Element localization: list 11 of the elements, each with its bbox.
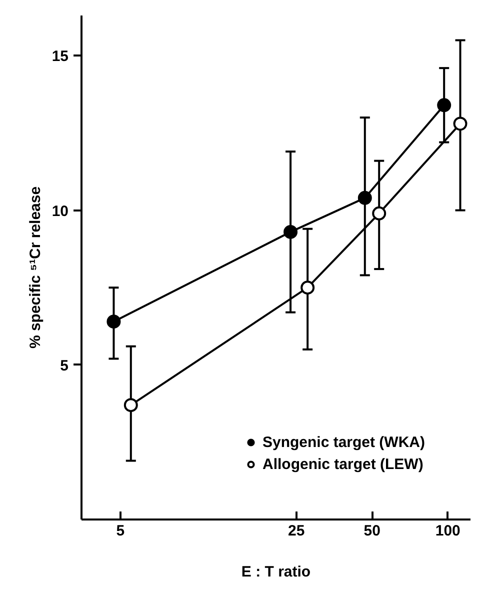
legend-label: Allogenic target (LEW) [262, 456, 424, 472]
x-tick-label: 100 [435, 522, 460, 540]
x-tick-label: 25 [288, 522, 305, 540]
y-axis-title: % specific ⁵¹Cr release [26, 186, 44, 349]
y-tick-label: 15 [52, 48, 69, 66]
y-tick-label: 10 [52, 202, 69, 220]
x-axis-title: E : T ratio [241, 564, 311, 580]
x-tick-label: 50 [364, 522, 380, 540]
y-tick-label: 5 [60, 357, 68, 374]
x-tick-label: 5 [116, 522, 125, 540]
legend-label: Syngenic target (WKA) [262, 434, 425, 450]
